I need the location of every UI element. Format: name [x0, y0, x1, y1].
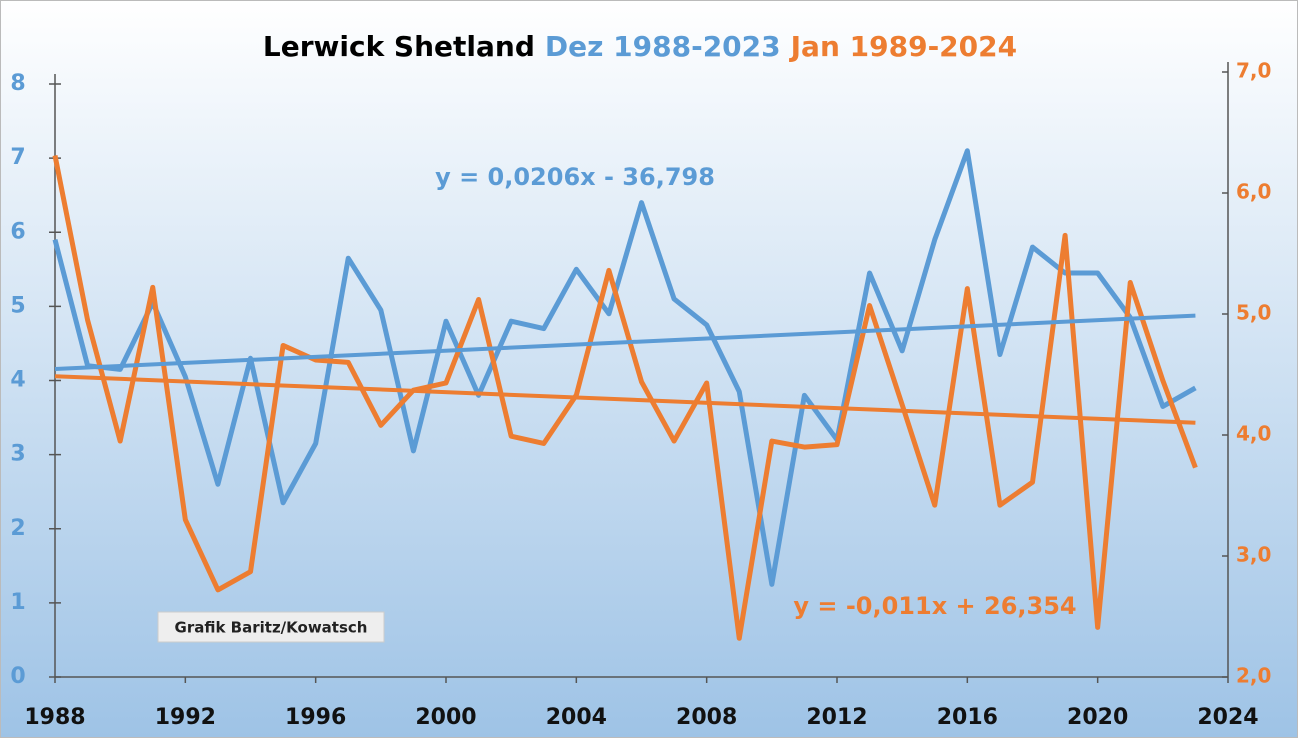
y-tick-label: 4: [10, 368, 25, 393]
trend-label: y = -0,011x + 26,354: [793, 592, 1076, 620]
y2-tick-label: 2,0: [1236, 664, 1271, 688]
y-tick-label: 2: [10, 516, 25, 541]
trend-line: [54, 374, 1196, 425]
trend-label: y = 0,0206x - 36,798: [435, 163, 715, 191]
title: Lerwick Shetland: [263, 30, 535, 63]
y-tick-label: 8: [10, 71, 25, 96]
y-tick-label: 1: [10, 590, 25, 615]
data-line: [52, 155, 1198, 641]
data-line: [52, 148, 1197, 587]
y-tick-label: 7: [10, 145, 25, 170]
x-tick-label: 1992: [155, 705, 216, 730]
y-tick-label: 0: [10, 664, 25, 689]
x-tick-label: 1988: [24, 705, 85, 730]
y-tick-label: 3: [10, 442, 25, 467]
x-tick-label: 2004: [546, 705, 607, 730]
x-tick-label: 2016: [937, 705, 998, 730]
y2-tick-label: 3,0: [1236, 543, 1271, 567]
x-tick-label: 2000: [415, 705, 476, 730]
x-tick-label: 2020: [1067, 705, 1128, 730]
chart-title: Lerwick Shetland Dez 1988-2023 Jan 1989-20…: [263, 30, 1017, 63]
y2-tick-label: 6,0: [1236, 180, 1271, 204]
legend-entry: Jan 1989-2024: [789, 30, 1017, 63]
x-tick-label: 2024: [1197, 705, 1258, 730]
y-tick-label: 5: [10, 293, 25, 318]
source-box: [157, 611, 385, 643]
source: Grafik Baritz/Kowatsch: [175, 619, 368, 637]
y2-tick-label: 5,0: [1236, 301, 1271, 325]
x-tick-label: 2008: [676, 705, 737, 730]
y-tick-label: 6: [10, 219, 25, 244]
y2-tick-label: 7,0: [1236, 59, 1271, 83]
legend-entry: Dez 1988-2023: [545, 30, 781, 63]
x-tick-label: 1996: [285, 705, 346, 730]
y2-tick-label: 4,0: [1236, 422, 1271, 446]
trend-line: [54, 313, 1196, 372]
x-tick-label: 2012: [806, 705, 867, 730]
